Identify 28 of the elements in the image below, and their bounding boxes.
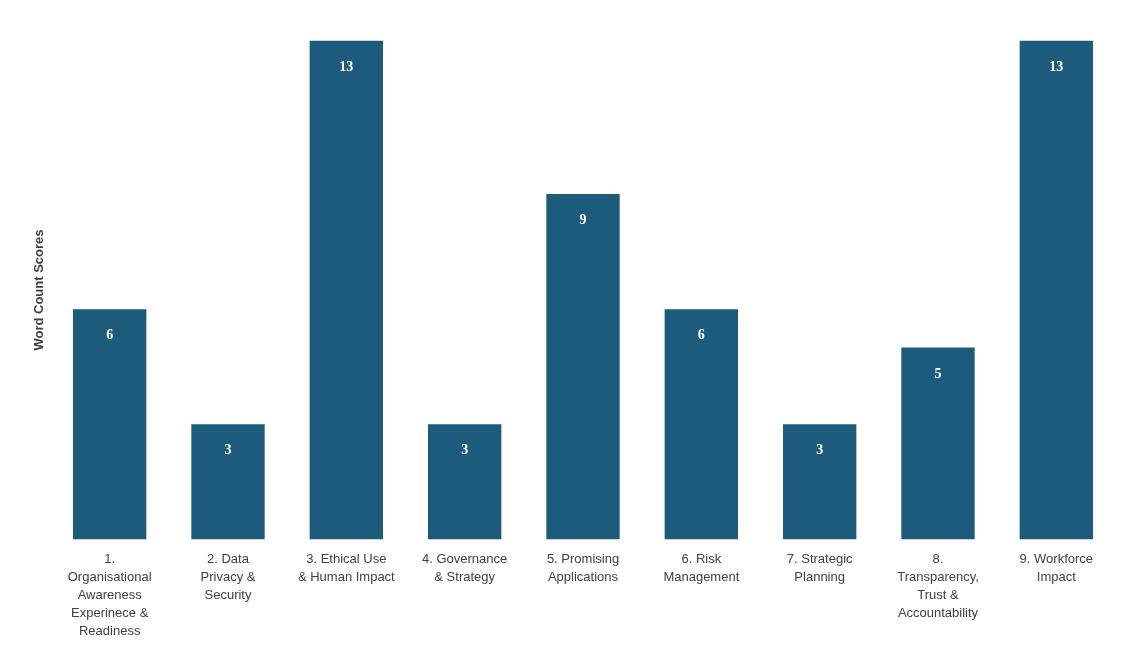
bar <box>1019 40 1094 540</box>
x-tick-label: 8. Transparency, Trust & Accountability <box>897 550 979 620</box>
x-tick-label: 7. Strategic Planning <box>786 550 854 584</box>
data-label: 6 <box>106 327 114 343</box>
bar <box>72 309 147 540</box>
x-tick-label: 6. Risk Management <box>663 550 740 584</box>
bar <box>309 40 384 540</box>
y-axis-title: Word Count Scores <box>30 229 46 351</box>
data-label: 5 <box>934 365 942 381</box>
x-tick-label: 1. Organisational Awareness Experinece & Readiness <box>67 550 152 638</box>
data-label: 3 <box>224 442 232 458</box>
x-tick-label: 3. Ethical Use & Human Impact <box>297 550 396 584</box>
bar <box>427 424 502 540</box>
x-tick-label: 2. Data Privacy & Security <box>200 550 256 602</box>
data-label: 13 <box>1049 58 1064 74</box>
bar <box>782 424 857 540</box>
data-label: 13 <box>339 58 354 74</box>
data-label: 3 <box>461 442 469 458</box>
bar <box>901 347 975 540</box>
data-label: 9 <box>579 212 587 228</box>
bar <box>664 309 739 540</box>
bar <box>546 194 620 540</box>
bar <box>191 424 265 540</box>
data-label: 3 <box>816 442 824 458</box>
x-tick-label: 5. Promising Applications <box>546 550 620 584</box>
x-tick-label: 4. Governance & Strategy <box>422 550 508 584</box>
data-label: 6 <box>697 327 705 343</box>
x-tick-label: 9. Workforce Impact <box>1019 550 1094 584</box>
